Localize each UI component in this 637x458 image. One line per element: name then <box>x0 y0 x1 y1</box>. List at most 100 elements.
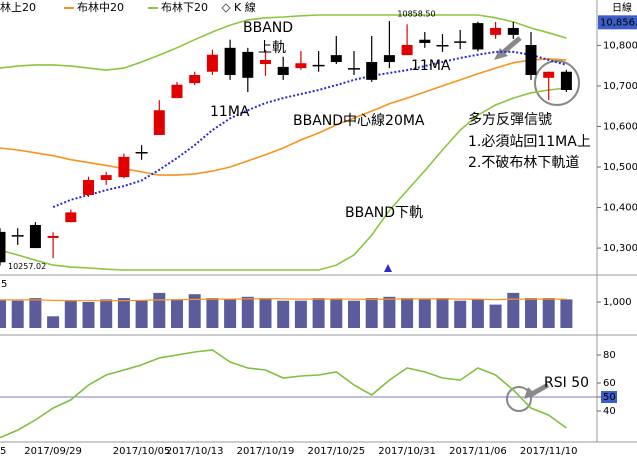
volume-bar <box>206 298 219 328</box>
candle-body <box>366 62 378 80</box>
volume-bar <box>0 299 6 328</box>
volume-bar <box>525 298 537 328</box>
volume-ma <box>0 297 567 302</box>
tick-highlight <box>601 391 617 404</box>
candle-body <box>560 71 572 90</box>
candle-body <box>543 71 555 78</box>
volume-bar <box>82 301 95 328</box>
indicator-line <box>0 87 567 271</box>
last-price-label: 10,856.9 <box>600 17 637 28</box>
x-tick-label: 2017/09/29 <box>24 446 82 457</box>
y-tick-label: 50 <box>603 392 616 403</box>
volume-bar <box>259 298 272 328</box>
legend-icon <box>221 3 231 13</box>
candle-body <box>507 27 519 35</box>
volume-bar <box>436 298 449 328</box>
candle-body <box>295 63 307 69</box>
volume-bar <box>542 298 555 328</box>
x-tick-label: 5 <box>0 446 6 457</box>
arrow-head <box>524 387 536 399</box>
legend-label: 布林中20 <box>77 0 124 14</box>
annotation: 上軌 <box>258 40 286 56</box>
candle-body <box>65 212 77 223</box>
volume-bar <box>560 299 573 328</box>
candle-body <box>83 179 94 195</box>
indicator-line <box>52 50 567 209</box>
highlight-circle <box>534 60 580 106</box>
candle-body <box>348 68 360 70</box>
candle-body <box>118 156 130 178</box>
annotation: 11MA <box>210 104 250 120</box>
volume-bar <box>117 298 130 328</box>
y-tick-label: 60 <box>603 378 616 389</box>
y-tick-label: 1,000 <box>603 297 632 308</box>
candle-body <box>29 224 41 249</box>
x-tick-label: 2017/10/05 <box>113 446 171 457</box>
annotation: 多方反彈信號 <box>468 111 552 128</box>
annotation: 11MA <box>411 58 451 74</box>
volume-bar <box>330 299 343 328</box>
period-label: 日線 <box>612 1 632 14</box>
x-tick-label: 2017/10/25 <box>307 446 365 457</box>
volume-bar <box>29 298 42 328</box>
candle-body <box>0 231 6 263</box>
candle-body <box>242 51 254 78</box>
volume-bar <box>401 298 414 328</box>
x-tick-label: 2017/10/19 <box>237 446 295 457</box>
volume-bar <box>365 298 378 328</box>
y-tick-label: 10,300 <box>603 243 637 254</box>
annotation: 1.必須站回11MA上 <box>468 134 591 150</box>
annotation: RSI 50 <box>544 375 589 391</box>
volume-bar <box>489 304 502 328</box>
volume-bar <box>153 292 166 328</box>
volume-bar <box>64 300 77 328</box>
candle-body <box>189 74 201 84</box>
candle-body <box>11 235 24 237</box>
candle-body <box>260 59 271 65</box>
candle-body <box>100 175 112 180</box>
volume-bar <box>294 300 307 328</box>
volume-bar <box>171 299 183 328</box>
legend-label: 林上20 <box>0 0 36 14</box>
volume-bar <box>11 300 24 328</box>
volume-bar <box>312 298 325 328</box>
candle-body <box>153 110 165 135</box>
y-tick-label: 10,700 <box>603 81 637 92</box>
y-tick-label: 10,500 <box>603 162 637 173</box>
indicator-line <box>0 14 567 71</box>
x-tick-label: 2017/11/06 <box>449 446 507 457</box>
volume-bar <box>224 299 237 328</box>
volume-bar <box>135 300 148 328</box>
highlight-circle <box>506 386 532 412</box>
volume-bar <box>507 292 520 328</box>
marker-triangle <box>384 264 392 272</box>
candle-body <box>330 55 342 63</box>
x-tick-label: 2017/11/10 <box>520 446 578 457</box>
arrow-head <box>494 48 508 60</box>
x-tick-label: 2017/10/13 <box>166 446 224 457</box>
volume-bar <box>277 300 290 328</box>
annotation: BBAND <box>243 20 293 36</box>
volume-bar <box>454 300 467 328</box>
candle-body <box>277 66 289 75</box>
candle-body <box>47 235 59 238</box>
legend-label: 布林下20 <box>161 0 208 14</box>
indicator-line <box>0 57 567 176</box>
candle-body <box>419 39 431 43</box>
y-tick-label: 10,400 <box>603 203 637 214</box>
candle-body <box>135 152 148 154</box>
volume-bar <box>418 299 431 328</box>
volume-bar <box>348 300 360 328</box>
x-tick-label: 2017/10/31 <box>378 446 436 457</box>
candle-body <box>490 27 502 35</box>
high-label: 10858.50 <box>397 10 435 19</box>
volume-bar <box>241 296 254 328</box>
candle-body <box>224 47 236 75</box>
volume-bar <box>383 296 396 328</box>
last-price-box <box>598 15 637 30</box>
candle-body <box>436 44 449 47</box>
candle-body <box>401 44 413 56</box>
y-tick-label: 80 <box>603 350 616 361</box>
y-tick-label: 40 <box>603 406 616 417</box>
